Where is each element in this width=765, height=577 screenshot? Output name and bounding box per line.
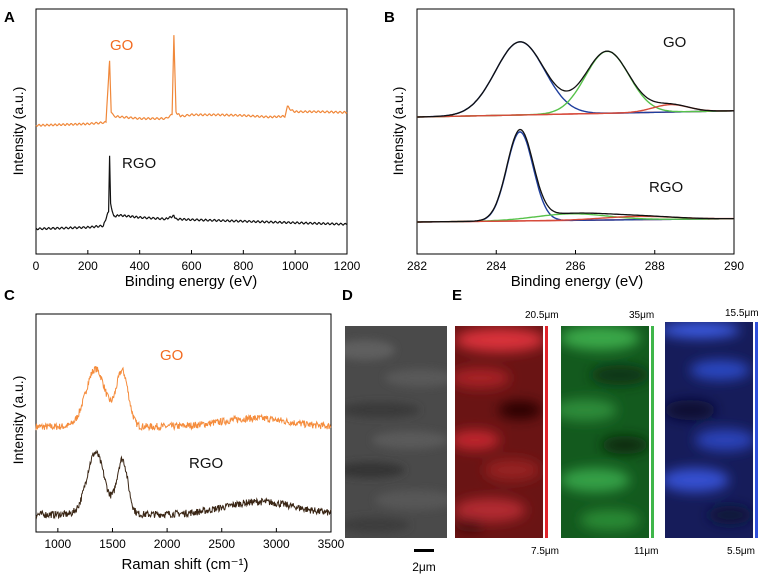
red-map-top-label: 20.5μm — [525, 310, 559, 321]
panel-a-xps-survey: 0 200 400 600 800 1000 1200 GO RGO Binding ene… — [10, 8, 361, 290]
red-map-bottom-label: 7.5μm — [531, 546, 559, 557]
red-map-colorbar — [545, 326, 548, 538]
panel-c-x-ticks: 1000 1500 2000 2500 3000 3500 — [45, 528, 345, 551]
panel-c-frame — [35, 313, 332, 533]
panel-letter-c: C — [4, 287, 15, 304]
green-map-bottom-label: 11μm — [634, 546, 658, 557]
panel-a-rgo-line — [35, 155, 348, 231]
green-map-colorbar — [651, 326, 654, 538]
panel-c-x-tick-label-3: 2500 — [208, 537, 235, 551]
panel-b-x-tick-label-4: 290 — [724, 259, 744, 273]
panel-b-x-tick-label-1: 284 — [486, 259, 506, 273]
blue-map-colorbar — [755, 322, 758, 538]
panel-letter-b: B — [384, 9, 395, 26]
panel-c-x-tick-label-5: 3500 — [318, 537, 345, 551]
panel-b-rgo-envelope — [417, 128, 734, 223]
panel-b-x-tick-label-3: 288 — [645, 259, 665, 273]
panel-letter-a: A — [4, 9, 15, 26]
panel-c-x-tick-label-0: 1000 — [45, 537, 72, 551]
panel-c-y-axis-label: Intensity (a.u.) — [10, 376, 26, 465]
panel-c-go-spectrum — [35, 366, 332, 432]
panel-b-fit-curves — [416, 41, 735, 223]
panel-b-go-peak-0 — [417, 41, 734, 118]
panel-d-optical-image: 2μm — [345, 326, 447, 574]
scale-bar — [414, 549, 434, 552]
panel-c-go-label: GO — [160, 347, 183, 364]
panel-c-rgo-label: RGO — [189, 455, 223, 472]
panel-a-x-tick-label-5: 1000 — [282, 259, 309, 273]
panel-c-rgo-spectrum — [35, 449, 332, 520]
panel-b-x-axis-label: Binding energy (eV) — [511, 273, 644, 290]
panel-a-x-ticks: 0 200 400 600 800 1000 1200 — [33, 250, 361, 273]
green-map: 35μm 11μm — [561, 310, 658, 557]
blue-map: 15.5μm 5.5μm — [665, 308, 759, 557]
panel-b-xps-c1s: 282 284 286 288 290 GO RGO Binding energy (e… — [390, 8, 744, 290]
panel-b-x-tick-label-2: 286 — [565, 259, 585, 273]
panel-c-raman: 1000 1500 2000 2500 3000 3500 GO RGO Raman sh… — [10, 313, 345, 573]
panel-a-x-tick-label-4: 800 — [233, 259, 253, 273]
panel-a-rgo-label: RGO — [122, 155, 156, 172]
panel-a-x-tick-label-3: 600 — [181, 259, 201, 273]
panel-letter-d: D — [342, 287, 353, 304]
panel-a-x-tick-label-6: 1200 — [334, 259, 361, 273]
blue-map-top-label: 15.5μm — [725, 308, 759, 319]
blue-map-bottom-label: 5.5μm — [727, 546, 755, 557]
panel-letter-e: E — [452, 287, 462, 304]
panel-c-x-tick-label-4: 3000 — [263, 537, 290, 551]
panel-c-x-axis-label: Raman shift (cm⁻¹) — [121, 556, 248, 573]
panel-e-element-maps: 20.5μm 7.5μm 35μm 11μm — [455, 308, 759, 557]
panel-a-x-tick-label-0: 0 — [33, 259, 40, 273]
panel-b-go-envelope — [417, 41, 734, 118]
panel-a-y-axis-label: Intensity (a.u.) — [10, 87, 26, 176]
panel-b-x-ticks: 282 284 286 288 290 — [407, 250, 744, 273]
panel-a-x-tick-label-1: 200 — [78, 259, 98, 273]
panel-b-y-axis-label: Intensity (a.u.) — [390, 87, 406, 176]
panel-a-x-axis-label: Binding energy (eV) — [125, 273, 258, 290]
red-map: 20.5μm 7.5μm — [455, 310, 559, 557]
panel-a-go-line — [35, 35, 348, 127]
panel-a-go-label: GO — [110, 37, 133, 54]
panel-b-rgo-peak-0 — [417, 131, 734, 223]
green-map-top-label: 35μm — [629, 310, 654, 321]
panel-c-x-tick-label-2: 2000 — [154, 537, 181, 551]
panel-b-x-tick-label-0: 282 — [407, 259, 427, 273]
scale-bar-label: 2μm — [412, 560, 436, 574]
panel-a-frame — [35, 8, 348, 255]
panel-c-x-tick-label-1: 1500 — [99, 537, 126, 551]
panel-b-go-label: GO — [663, 34, 686, 51]
panel-a-x-tick-label-2: 400 — [130, 259, 150, 273]
panel-b-rgo-label: RGO — [649, 179, 683, 196]
